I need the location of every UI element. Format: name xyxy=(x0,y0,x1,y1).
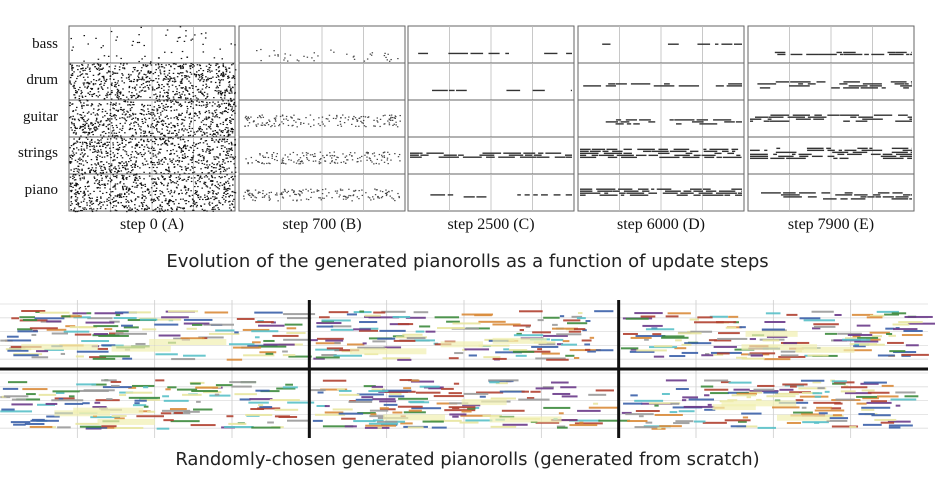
sample-block-0-2 xyxy=(618,300,935,369)
sample-block-0-0 xyxy=(0,300,316,369)
panel-step-4 xyxy=(747,25,915,212)
step-label-e: step 7900 (E) xyxy=(787,216,875,233)
step-label-a: step 0 (A) xyxy=(120,216,184,233)
evolution-caption: Evolution of the generated pianorolls as… xyxy=(166,251,769,272)
track-label-strings: strings xyxy=(17,145,58,161)
sample-block-1-0 xyxy=(0,369,315,438)
random-samples-caption: Randomly-chosen generated pianorolls (ge… xyxy=(175,449,760,470)
step-label-c: step 2500 (C) xyxy=(447,216,535,233)
step-label-d: step 6000 (D) xyxy=(617,216,705,233)
sample-block-1-2 xyxy=(618,369,928,438)
sample-block-0-1 xyxy=(309,300,619,369)
track-label-piano: piano xyxy=(24,182,58,198)
panel-step-3 xyxy=(577,25,745,212)
track-label-bass: bass xyxy=(32,36,58,52)
track-label-guitar: guitar xyxy=(23,109,58,125)
sample-block-1-1 xyxy=(309,369,631,438)
panel-step-0 xyxy=(68,25,237,213)
step-label-b: step 700 (B) xyxy=(282,216,362,233)
panel-step-2 xyxy=(407,25,575,212)
track-label-drum: drum xyxy=(26,72,58,88)
evolution-pianorolls xyxy=(68,25,915,213)
panel-step-1 xyxy=(238,25,406,212)
